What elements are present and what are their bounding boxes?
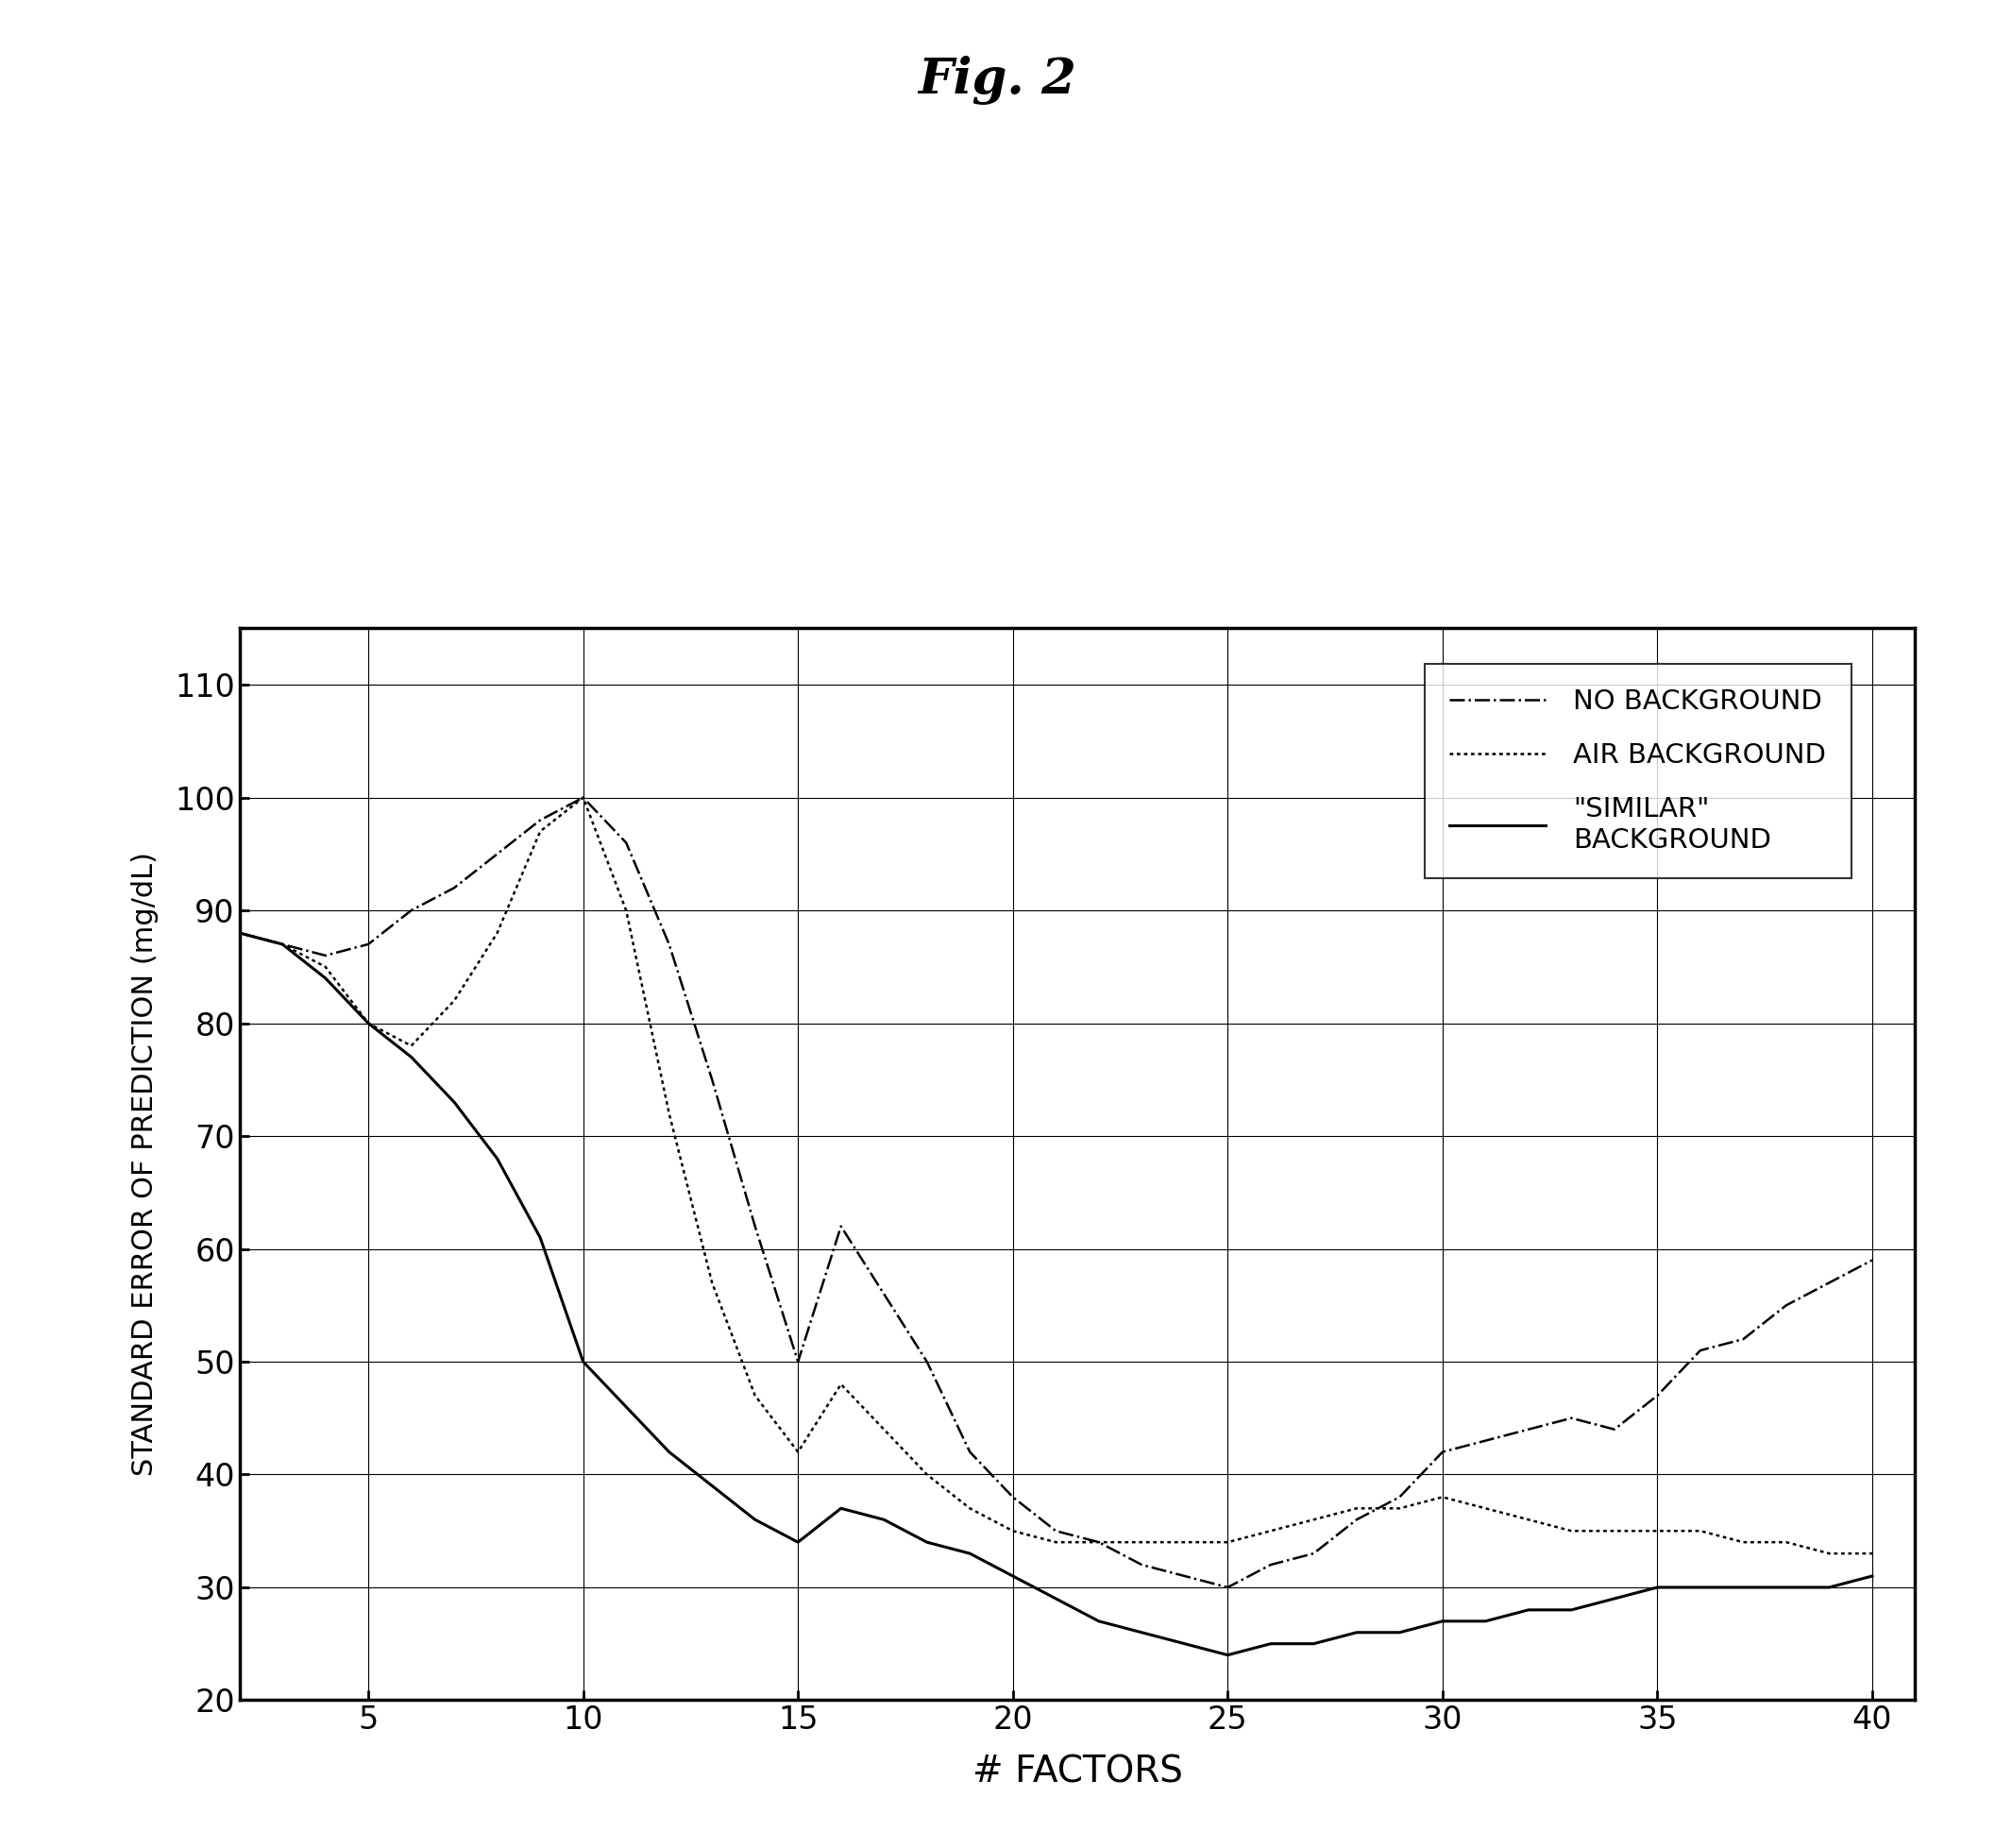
Legend: NO BACKGROUND, AIR BACKGROUND, "SIMILAR"
BACKGROUND: NO BACKGROUND, AIR BACKGROUND, "SIMILAR"… [1424,663,1851,878]
Text: Fig. 2: Fig. 2 [918,55,1077,105]
Y-axis label: STANDARD ERROR OF PREDICTION (mg/dL): STANDARD ERROR OF PREDICTION (mg/dL) [132,852,160,1477]
X-axis label: # FACTORS: # FACTORS [972,1754,1183,1791]
